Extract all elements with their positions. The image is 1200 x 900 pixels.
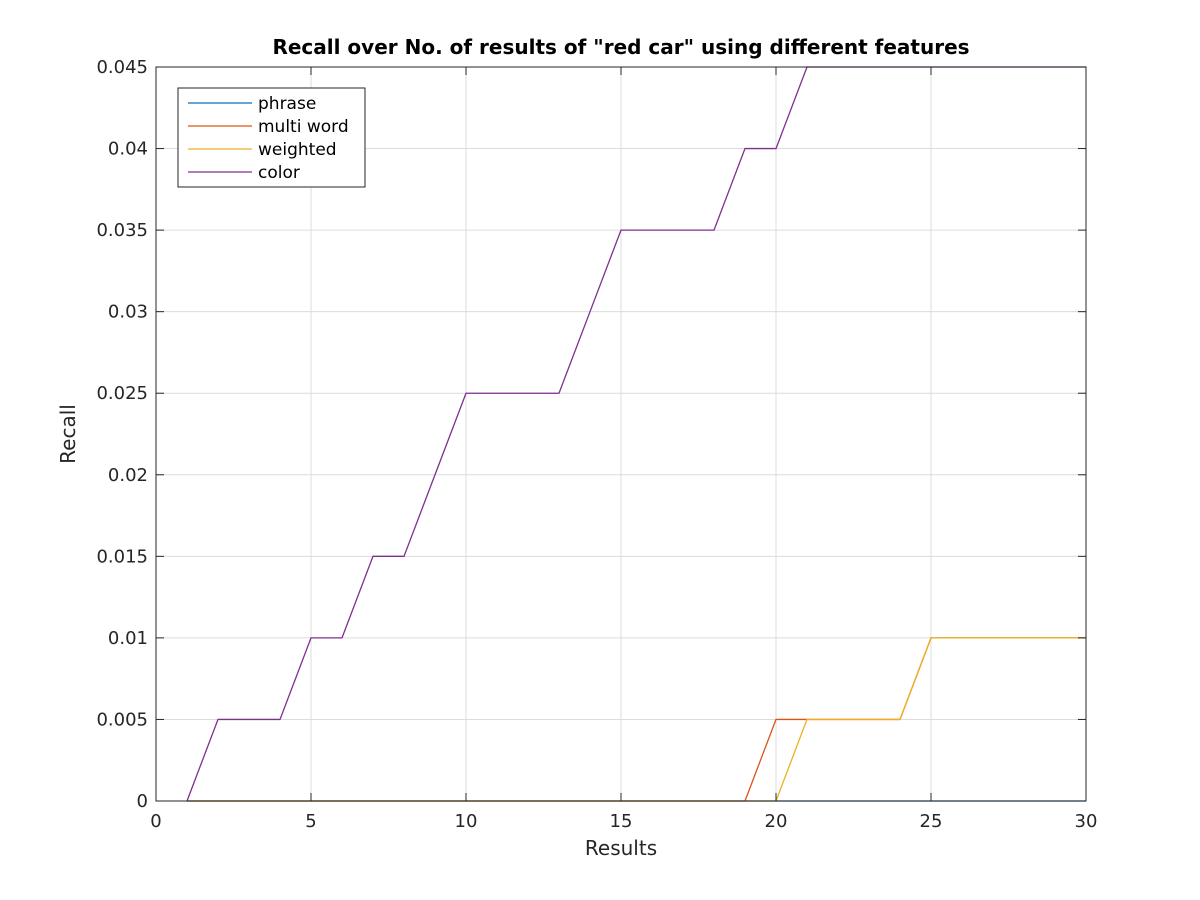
y-tick-label: 0.035 bbox=[96, 220, 148, 241]
data-point-color bbox=[775, 148, 776, 149]
legend-label-color: color bbox=[258, 163, 300, 183]
legend-label-weighted: weighted bbox=[258, 140, 337, 160]
y-tick-label: 0.025 bbox=[96, 383, 148, 404]
data-point-color bbox=[744, 148, 745, 149]
data-point-weighted bbox=[961, 637, 962, 638]
x-tick-label: 25 bbox=[920, 811, 943, 832]
y-tick-label: 0.01 bbox=[108, 628, 148, 649]
y-tick-label: 0.03 bbox=[108, 302, 148, 323]
data-point-color bbox=[527, 393, 528, 394]
data-point-color bbox=[279, 719, 280, 720]
y-tick-label: 0.015 bbox=[96, 546, 148, 567]
legend-label-phrase: phrase bbox=[258, 94, 316, 114]
data-point-weighted bbox=[899, 719, 900, 720]
data-point-multi-word bbox=[775, 719, 776, 720]
y-tick-label: 0.045 bbox=[96, 57, 148, 78]
data-point-color bbox=[341, 637, 342, 638]
data-point-weighted bbox=[992, 637, 993, 638]
data-point-color bbox=[217, 719, 218, 720]
data-point-weighted bbox=[868, 719, 869, 720]
data-point-color bbox=[248, 719, 249, 720]
x-tick-label: 30 bbox=[1075, 811, 1098, 832]
x-tick-label: 10 bbox=[455, 811, 478, 832]
data-point-color bbox=[558, 393, 559, 394]
data-point-weighted bbox=[930, 637, 931, 638]
data-point-color bbox=[682, 230, 683, 231]
x-tick-label: 15 bbox=[610, 811, 633, 832]
data-point-color bbox=[496, 393, 497, 394]
x-tick-label: 20 bbox=[765, 811, 788, 832]
axis-ticks: 0 5 10 15 20 25 30 0 0.005 0.01 0.015 0.02 0.025 0.03… bbox=[96, 57, 1097, 832]
y-axis-label: Recall bbox=[56, 404, 80, 464]
chart-title: Recall over No. of results of "red car" … bbox=[272, 35, 969, 59]
data-point-weighted bbox=[837, 719, 838, 720]
data-point-color bbox=[589, 311, 590, 312]
data-point-color bbox=[434, 474, 435, 475]
data-point-color bbox=[620, 230, 621, 231]
data-point-weighted bbox=[1054, 637, 1055, 638]
data-point-color bbox=[651, 230, 652, 231]
data-point-color bbox=[372, 556, 373, 557]
legend-box bbox=[177, 87, 366, 188]
data-point-color bbox=[403, 556, 404, 557]
legend: phrase multi word weighted color bbox=[177, 87, 366, 188]
data-point-color bbox=[713, 230, 714, 231]
data-point-color bbox=[465, 393, 466, 394]
data-point-color bbox=[310, 637, 311, 638]
x-tick-label: 5 bbox=[305, 811, 316, 832]
y-tick-label: 0.02 bbox=[108, 465, 148, 486]
x-axis-label: Results bbox=[585, 836, 657, 860]
y-tick-label: 0 bbox=[137, 791, 148, 812]
x-tick-label: 0 bbox=[150, 811, 161, 832]
legend-label-multi-word: multi word bbox=[258, 117, 349, 137]
data-point-weighted bbox=[806, 719, 807, 720]
y-tick-label: 0.005 bbox=[96, 709, 148, 730]
y-tick-label: 0.04 bbox=[108, 139, 148, 160]
data-point-weighted bbox=[1023, 637, 1024, 638]
